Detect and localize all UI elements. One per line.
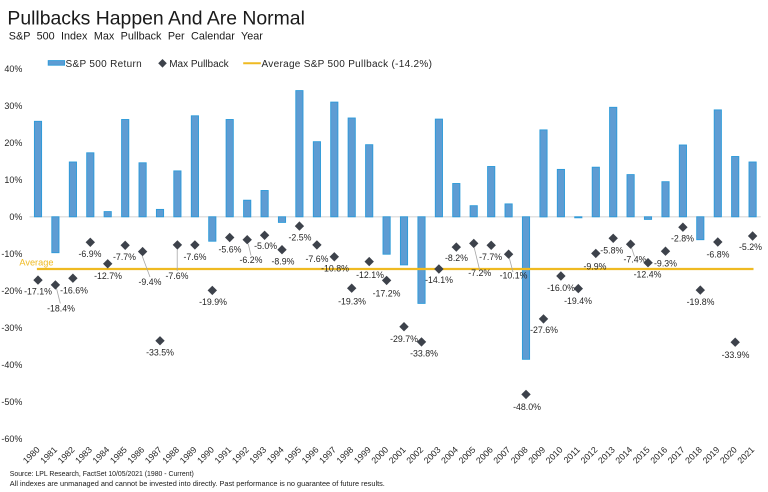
svg-text:Pullbacks Happen And Are Norma: Pullbacks Happen And Are Normal: [7, 8, 305, 30]
svg-text:-40%: -40%: [1, 360, 22, 370]
svg-text:-17.1%: -17.1%: [24, 287, 52, 297]
svg-text:-2.5%: -2.5%: [289, 233, 312, 243]
svg-text:40%: 40%: [4, 64, 22, 74]
svg-text:-14.1%: -14.1%: [425, 275, 453, 285]
svg-text:-19.4%: -19.4%: [564, 296, 592, 306]
svg-text:-33.5%: -33.5%: [146, 348, 174, 358]
svg-text:-16.0%: -16.0%: [547, 283, 575, 293]
svg-text:-8.9%: -8.9%: [272, 257, 295, 267]
svg-text:-9.4%: -9.4%: [139, 277, 162, 287]
svg-text:-2.8%: -2.8%: [671, 234, 694, 244]
svg-text:All indexes are unmanaged and: All indexes are unmanaged and cannot be …: [10, 479, 385, 488]
svg-text:-5.6%: -5.6%: [219, 245, 242, 255]
svg-text:-29.7%: -29.7%: [390, 334, 418, 344]
svg-text:-8.2%: -8.2%: [445, 253, 468, 263]
svg-text:-33.9%: -33.9%: [722, 350, 750, 360]
svg-text:-6.2%: -6.2%: [240, 255, 263, 265]
svg-text:30%: 30%: [4, 101, 22, 111]
svg-text:-19.9%: -19.9%: [199, 297, 227, 307]
svg-text:-16.6%: -16.6%: [60, 286, 88, 296]
svg-text:-12.4%: -12.4%: [634, 270, 662, 280]
svg-text:-50%: -50%: [1, 397, 22, 407]
svg-text:0%: 0%: [9, 212, 22, 222]
svg-text:-19.8%: -19.8%: [687, 297, 715, 307]
svg-text:-6.8%: -6.8%: [707, 250, 730, 260]
svg-text:-7.7%: -7.7%: [479, 252, 502, 262]
svg-text:-48.0%: -48.0%: [513, 402, 541, 412]
svg-text:20%: 20%: [4, 138, 22, 148]
svg-text:-9.9%: -9.9%: [584, 262, 607, 272]
svg-text:-10%: -10%: [1, 249, 22, 259]
svg-text:Average: Average: [19, 258, 53, 268]
svg-text:-33.8%: -33.8%: [410, 349, 438, 359]
svg-text:-18.4%: -18.4%: [47, 304, 75, 314]
svg-text:-27.6%: -27.6%: [530, 325, 558, 335]
svg-text:-10.8%: -10.8%: [321, 264, 349, 274]
svg-text:10%: 10%: [4, 175, 22, 185]
svg-text:-6.9%: -6.9%: [79, 249, 102, 259]
svg-text:-9.3%: -9.3%: [654, 259, 677, 269]
svg-text:-12.7%: -12.7%: [94, 271, 122, 281]
svg-text:-17.2%: -17.2%: [373, 289, 401, 299]
svg-text:-7.2%: -7.2%: [468, 268, 491, 278]
svg-text:-7.6%: -7.6%: [184, 252, 207, 262]
svg-text:-20%: -20%: [1, 286, 22, 296]
svg-text:S&P 500 Index Max Pullback Per: S&P 500 Index Max Pullback Per Calendar …: [9, 30, 263, 42]
svg-text:-7.6%: -7.6%: [306, 254, 329, 264]
svg-text:-60%: -60%: [1, 434, 22, 444]
svg-text:Average S&P 500 Pullback (-14.: Average S&P 500 Pullback (-14.2%): [262, 59, 433, 70]
svg-text:Max Pullback: Max Pullback: [169, 59, 229, 70]
svg-text:-5.8%: -5.8%: [600, 246, 623, 256]
svg-text:-7.7%: -7.7%: [113, 252, 136, 262]
svg-text:-12.1%: -12.1%: [356, 270, 384, 280]
svg-text:-7.4%: -7.4%: [624, 255, 647, 265]
svg-text:-7.6%: -7.6%: [166, 271, 189, 281]
svg-text:Source: LPL Research, FactSet: Source: LPL Research, FactSet 10/05/2021…: [10, 471, 194, 478]
svg-text:-10.1%: -10.1%: [500, 271, 528, 281]
svg-text:-19.3%: -19.3%: [338, 297, 366, 307]
svg-text:-30%: -30%: [1, 323, 22, 333]
svg-text:S&P 500 Return: S&P 500 Return: [66, 59, 143, 70]
svg-text:-5.0%: -5.0%: [254, 241, 277, 251]
svg-text:-5.2%: -5.2%: [739, 242, 762, 252]
